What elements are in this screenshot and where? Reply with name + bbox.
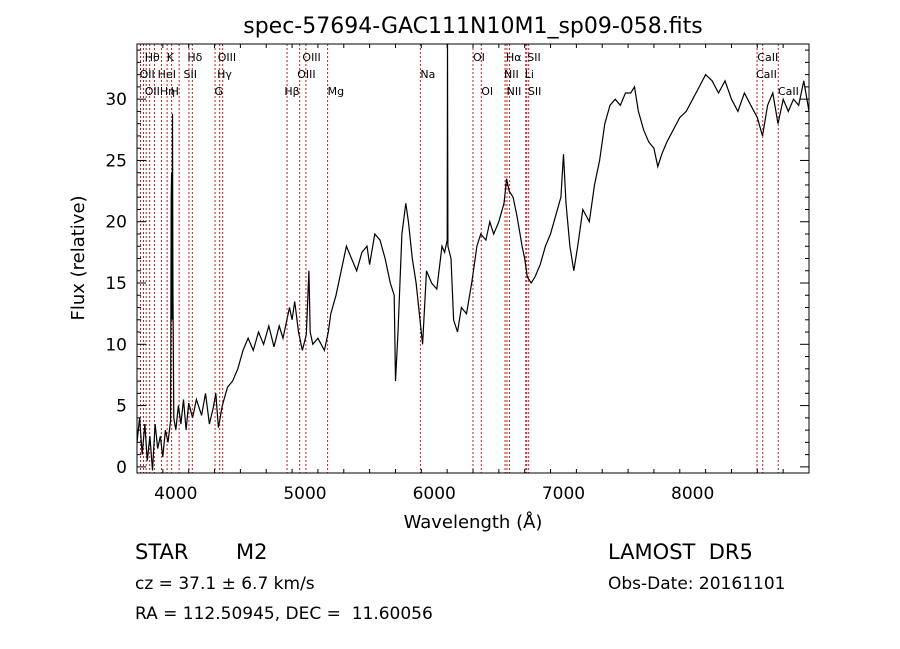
line-label-10: HeI [158, 68, 176, 81]
line-label-8: CaII [757, 51, 778, 64]
line-label-15: NII [504, 68, 519, 81]
spectrum-chart: spec-57694-GAC111N10M1_sp09-058.fits Hθ K… [68, 14, 810, 533]
line-label-3: OIII [218, 51, 236, 64]
x-tick-label: 8000 [671, 484, 714, 504]
line-label-4: OIII [302, 51, 320, 64]
line-label-20: G [215, 85, 224, 98]
line-label-22: Mg [328, 85, 344, 98]
x-tick-label: 6000 [413, 484, 456, 504]
line-label-12: Hγ [217, 68, 232, 81]
line-label-19: H [171, 85, 179, 98]
line-label-2: Hδ [187, 51, 202, 64]
line-label-21: Hβ [284, 85, 299, 98]
y-tick-label: 0 [116, 458, 127, 478]
line-label-7: SII [527, 51, 540, 64]
spectral-line-labels: Hθ K Hδ OIII OIII OI Hα SII CaII OII HeI SII Hγ OIII N… [140, 51, 799, 98]
y-tick-label: 5 [116, 397, 127, 417]
x-tick-label: 7000 [542, 484, 585, 504]
coordinates: RA = 112.50945, DEC = 11.60056 [135, 604, 433, 624]
chart-title: spec-57694-GAC111N10M1_sp09-058.fits [243, 14, 703, 39]
y-tick-label: 30 [105, 90, 127, 110]
y-tick-label: 10 [105, 335, 127, 355]
x-axis-label: Wavelength (Å) [404, 511, 543, 533]
x-axis-ticks: 4000 5000 6000 7000 8000 [136, 44, 810, 504]
line-label-1: K [167, 51, 175, 64]
line-label-17: CaII [756, 68, 777, 81]
line-label-16: Li [525, 68, 534, 81]
line-label-23: OI [481, 85, 493, 98]
line-label-6: Hα [506, 51, 522, 64]
object-subclass: M2 [236, 540, 268, 564]
y-axis-label: Flux (relative) [68, 195, 89, 320]
object-class: STAR [135, 540, 189, 564]
spectrum-line [136, 43, 810, 471]
observation-date: Obs-Date: 20161101 [608, 574, 786, 594]
line-label-11: SII [184, 68, 197, 81]
y-tick-label: 20 [105, 213, 127, 233]
redshift-velocity: cz = 37.1 ± 6.7 km/s [135, 574, 315, 594]
y-tick-label: 15 [105, 274, 127, 294]
y-tick-label: 25 [105, 151, 127, 171]
x-tick-label: 4000 [154, 484, 197, 504]
line-label-0: Hθ [145, 51, 160, 64]
survey-name: LAMOST DR5 [608, 540, 753, 564]
line-label-26: CaII [778, 85, 799, 98]
line-label-24: NII [507, 85, 522, 98]
line-label-14: Na [420, 68, 435, 81]
line-label-25: SII [528, 85, 541, 98]
line-label-9: OII [140, 68, 155, 81]
spectral-line-markers [139, 44, 779, 473]
line-label-13: OIII [297, 68, 315, 81]
y-axis-ticks: 0 5 10 15 20 25 30 [105, 49, 809, 478]
x-tick-label: 5000 [283, 484, 326, 504]
line-label-18: OIIHη [145, 85, 175, 98]
line-label-5: OI [473, 51, 485, 64]
